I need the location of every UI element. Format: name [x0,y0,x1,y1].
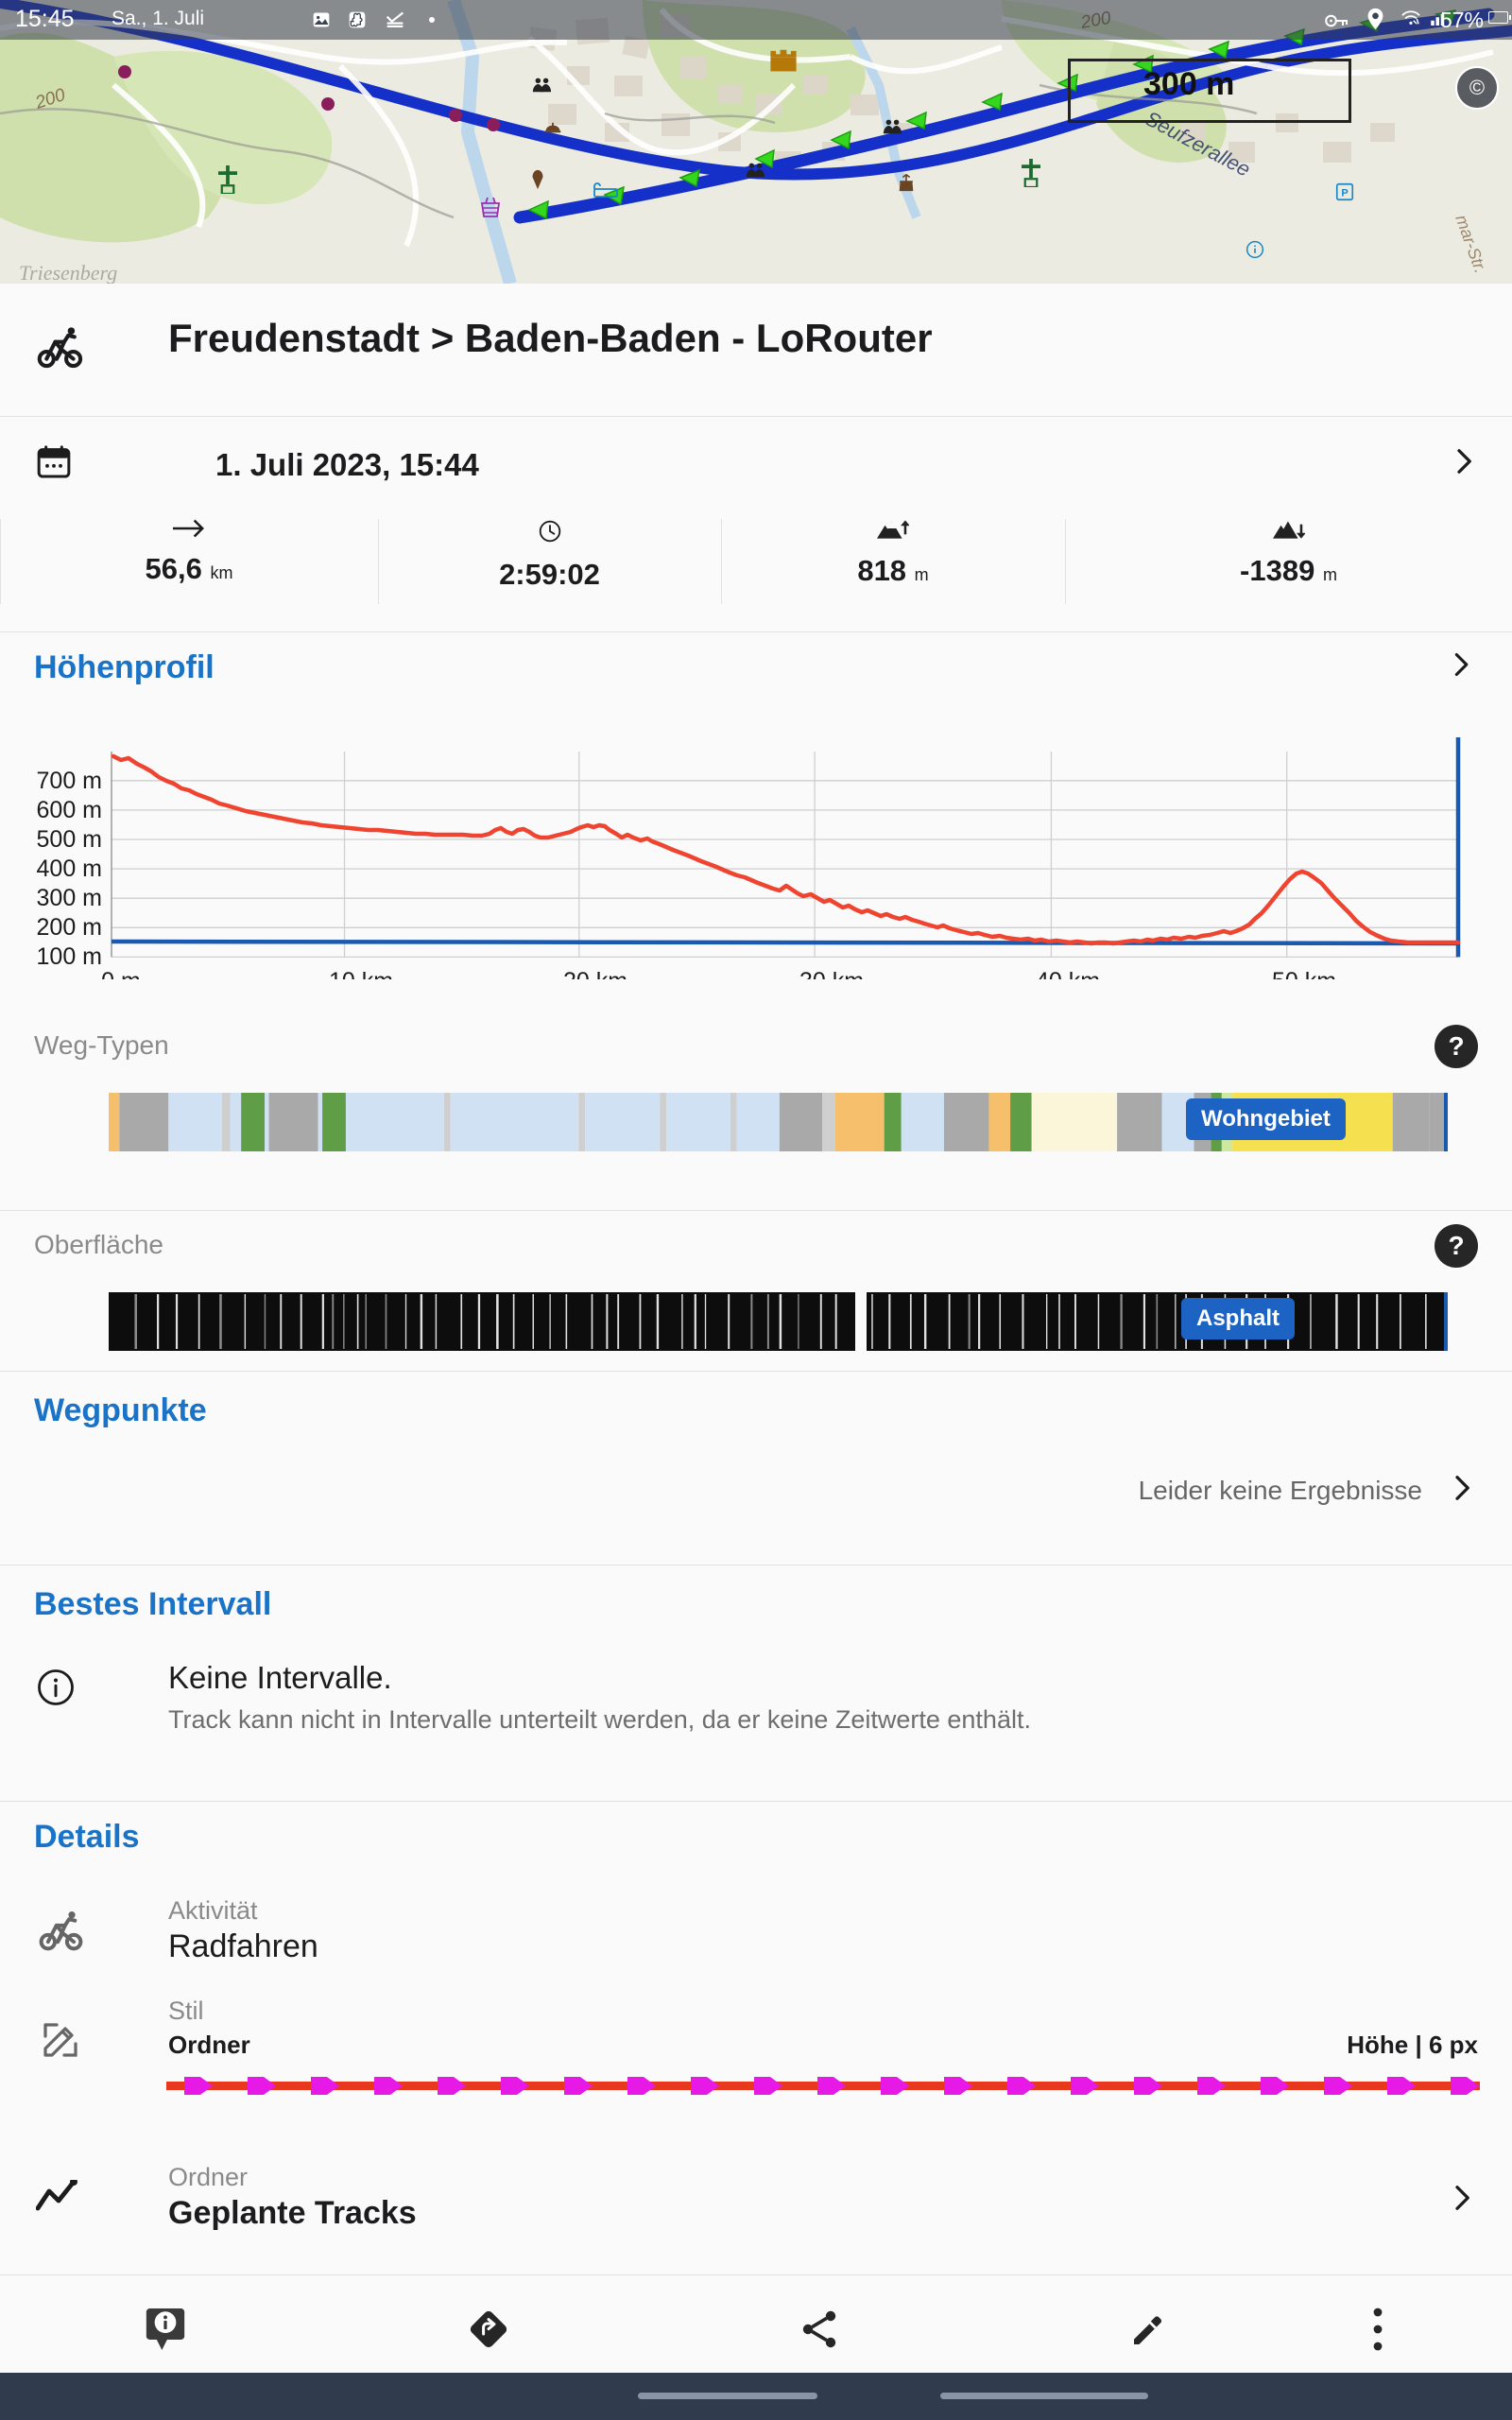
svg-text:700 m: 700 m [37,768,102,794]
svg-text:500 m: 500 m [37,826,102,853]
svg-text:50 km: 50 km [1272,968,1336,979]
svg-text:400 m: 400 m [37,856,102,882]
svg-text:200 m: 200 m [37,914,102,941]
svg-text:300 m: 300 m [37,885,102,911]
svg-text:0 m: 0 m [101,968,141,979]
svg-text:P: P [1341,188,1348,199]
svg-text:30 km: 30 km [799,968,864,979]
svg-text:40 km: 40 km [1036,968,1100,979]
svg-text:100 m: 100 m [37,943,102,970]
svg-text:20 km: 20 km [563,968,627,979]
svg-text:10 km: 10 km [329,968,393,979]
svg-text:600 m: 600 m [37,797,102,823]
